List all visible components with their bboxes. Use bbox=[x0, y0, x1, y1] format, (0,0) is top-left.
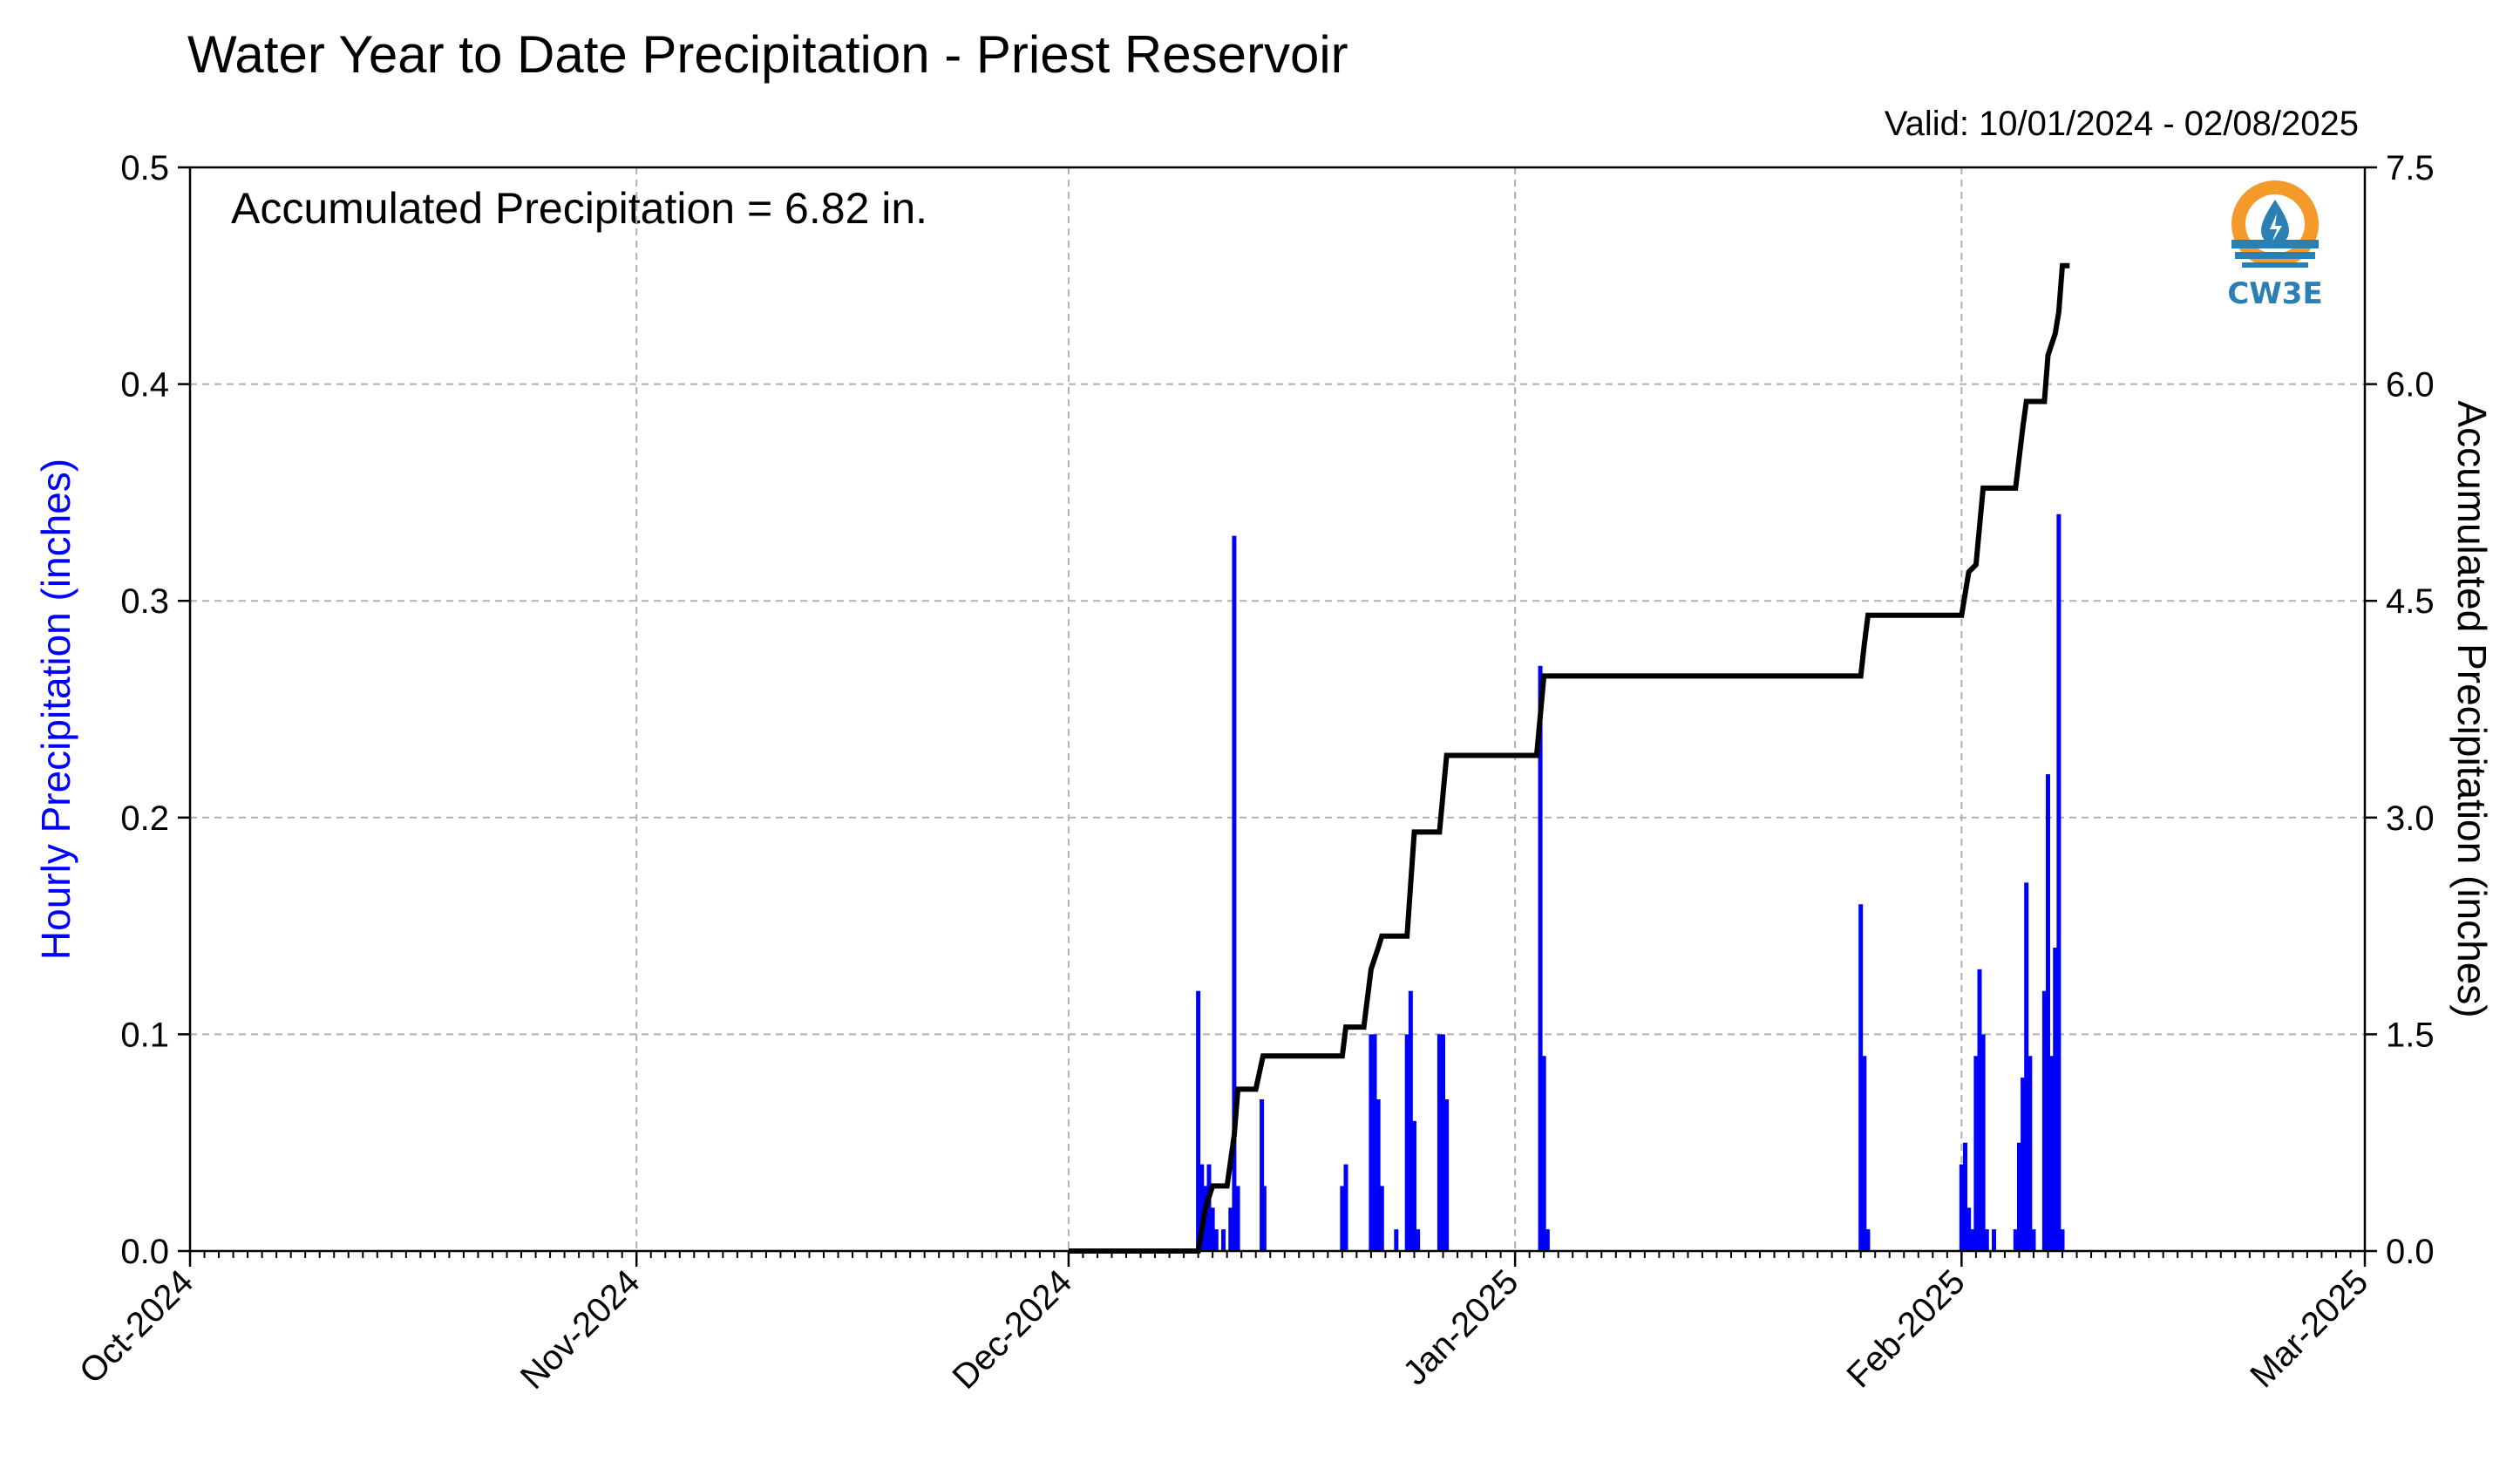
hourly-precip-bar bbox=[1369, 1034, 1374, 1251]
hourly-precip-bar bbox=[1221, 1229, 1226, 1251]
hourly-precip-bar bbox=[2024, 882, 2029, 1251]
hourly-precip-bar bbox=[1541, 1056, 1546, 1251]
hourly-precip-bar bbox=[1980, 1034, 1986, 1251]
hourly-precip-bar bbox=[2021, 1078, 2026, 1251]
hourly-precip-bar bbox=[2031, 1229, 2036, 1251]
hourly-precip-bar bbox=[1206, 1164, 1212, 1251]
y2-tick-label: 1.5 bbox=[2386, 1016, 2435, 1054]
x-tick-label: Mar-2025 bbox=[2243, 1262, 2375, 1395]
hourly-precip-bar bbox=[1343, 1164, 1348, 1251]
y2-tick-label: 6.0 bbox=[2386, 366, 2435, 405]
hourly-precip-bar bbox=[1260, 1098, 1265, 1251]
y2-tick-label: 4.5 bbox=[2386, 582, 2435, 621]
hourly-precip-bar bbox=[1394, 1229, 1399, 1251]
y-axis-label: Hourly Precipitation (inches) bbox=[33, 459, 78, 960]
y2-tick-label: 7.5 bbox=[2386, 149, 2435, 187]
x-tick-label: Jan-2025 bbox=[1396, 1262, 1525, 1392]
chart-title: Water Year to Date Precipitation - Pries… bbox=[187, 25, 1348, 84]
hourly-precip-bar bbox=[2049, 1056, 2055, 1251]
hourly-precip-bar bbox=[1340, 1186, 1345, 1251]
x-tick-label: Feb-2025 bbox=[1840, 1262, 1973, 1395]
hourly-precip-bar bbox=[1959, 1164, 1964, 1251]
hourly-precip-bar bbox=[1444, 1098, 1450, 1251]
x-tick-label: Dec-2024 bbox=[946, 1262, 1080, 1397]
valid-date-range: Valid: 10/01/2024 - 02/08/2025 bbox=[1884, 105, 2359, 143]
hourly-precip-bar bbox=[1416, 1229, 1421, 1251]
hourly-precip-bar bbox=[1232, 535, 1237, 1251]
hourly-precip-bar bbox=[2045, 774, 2050, 1251]
cw3e-logo: CW3E bbox=[2223, 179, 2327, 318]
hourly-precip-bar bbox=[1199, 1164, 1205, 1251]
hourly-precip-bar bbox=[1858, 904, 1864, 1251]
hourly-precip-bar bbox=[2041, 990, 2047, 1251]
plot-frame bbox=[188, 166, 2367, 1253]
hourly-precip-bar bbox=[1196, 990, 1201, 1251]
hourly-precip-bar bbox=[1973, 1056, 1979, 1251]
hourly-precip-bar bbox=[1865, 1229, 1871, 1251]
hourly-precip-bar bbox=[1962, 1142, 1967, 1251]
hourly-precip-bar bbox=[1379, 1186, 1384, 1251]
y-tick-label: 0.2 bbox=[120, 799, 169, 838]
y-tick-label: 0.1 bbox=[120, 1016, 169, 1054]
y2-tick-label: 0.0 bbox=[2386, 1233, 2435, 1271]
hourly-precip-bar bbox=[1992, 1229, 1997, 1251]
y-tick-label: 0.0 bbox=[120, 1233, 169, 1271]
hourly-precip-bar bbox=[1404, 1034, 1409, 1251]
hourly-precip-bar bbox=[1375, 1098, 1381, 1251]
hourly-precip-bar bbox=[2028, 1056, 2033, 1251]
hourly-precip-bar bbox=[2013, 1229, 2018, 1251]
hourly-precip-bar bbox=[1984, 1229, 1989, 1251]
hourly-precip-bar bbox=[1235, 1186, 1240, 1251]
hourly-precip-bar bbox=[1966, 1207, 1972, 1251]
hourly-precip-bar bbox=[1441, 1034, 1446, 1251]
x-tick-label: Oct-2024 bbox=[72, 1262, 200, 1391]
hourly-precip-bar bbox=[1372, 1034, 1377, 1251]
y2-axis-label: Accumulated Precipitation (inches) bbox=[2449, 400, 2495, 1017]
hourly-precip-bar bbox=[1261, 1186, 1267, 1251]
y2-tick-label: 3.0 bbox=[2386, 799, 2435, 838]
hourly-precip-bar bbox=[1210, 1207, 1215, 1251]
hourly-precip-bar bbox=[1977, 969, 1982, 1251]
hourly-precip-bar bbox=[1538, 665, 1543, 1251]
hourly-precip-bar bbox=[1213, 1229, 1219, 1251]
hourly-precip-bar bbox=[2016, 1142, 2021, 1251]
hourly-precip-bar bbox=[1411, 1120, 1416, 1251]
hourly-precip-bar bbox=[1228, 1207, 1233, 1251]
accumulated-precip-line bbox=[1068, 262, 2070, 1254]
hourly-precip-bar bbox=[2056, 513, 2062, 1251]
hourly-precip-bar bbox=[2060, 1229, 2065, 1251]
hourly-precip-bar bbox=[1970, 1229, 1975, 1251]
hourly-precip-bar bbox=[2053, 947, 2058, 1251]
cw3e-logo-text: CW3E bbox=[2227, 276, 2323, 311]
accumulated-total-annotation: Accumulated Precipitation = 6.82 in. bbox=[231, 184, 928, 233]
y-tick-label: 0.5 bbox=[120, 149, 169, 187]
hourly-precip-bar bbox=[1437, 1034, 1442, 1251]
y-tick-label: 0.4 bbox=[120, 366, 169, 405]
hourly-precip-bar bbox=[1408, 990, 1413, 1251]
hourly-precip-bar bbox=[1862, 1056, 1867, 1251]
x-tick-label: Nov-2024 bbox=[513, 1262, 648, 1397]
y-tick-label: 0.3 bbox=[120, 582, 169, 621]
cw3e-logo-icon bbox=[2231, 180, 2319, 268]
hourly-precip-bar bbox=[1545, 1229, 1550, 1251]
